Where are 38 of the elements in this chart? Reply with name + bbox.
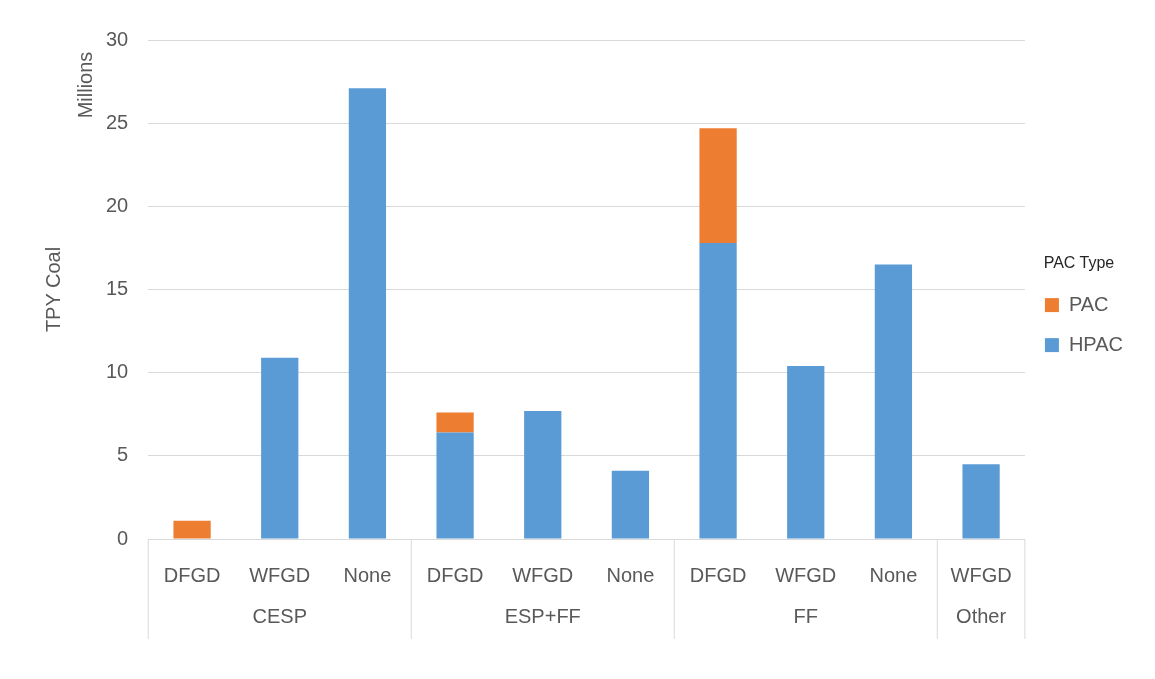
bar bbox=[348, 88, 387, 539]
bar bbox=[261, 357, 299, 539]
x-tick-label: WFGD bbox=[950, 563, 1012, 586]
bar bbox=[524, 410, 562, 539]
bar bbox=[173, 520, 211, 539]
bar bbox=[787, 366, 825, 539]
legend-label: HPAC bbox=[1068, 332, 1124, 355]
y-tick-label: 15 bbox=[106, 277, 129, 300]
y-axis-title: TPY Coal bbox=[41, 246, 64, 333]
y-tick-label: 0 bbox=[117, 526, 129, 549]
x-tick-label: None bbox=[869, 563, 918, 586]
bar bbox=[699, 242, 737, 539]
bar bbox=[962, 464, 1000, 539]
x-tick-label: WFGD bbox=[775, 563, 837, 586]
text: Other bbox=[956, 604, 1007, 627]
y-tick-label: 20 bbox=[106, 193, 129, 216]
bar bbox=[699, 128, 737, 243]
bar bbox=[436, 412, 474, 433]
bar bbox=[611, 470, 650, 539]
x-tick-label: WFGD bbox=[512, 563, 574, 586]
bar bbox=[874, 264, 913, 539]
x-tick-label: None bbox=[343, 563, 392, 586]
y-tick-label: 25 bbox=[106, 110, 129, 133]
bar bbox=[436, 432, 474, 539]
text: CESP bbox=[252, 604, 307, 627]
y-tick-label: 5 bbox=[117, 443, 129, 466]
text: FF bbox=[793, 604, 818, 627]
x-tick-label: DFGD bbox=[426, 563, 484, 586]
x-tick-label: None bbox=[606, 563, 655, 586]
x-tick-label: DFGD bbox=[163, 563, 221, 586]
y-tick-label: 10 bbox=[106, 360, 129, 383]
y-tick-label: 30 bbox=[106, 27, 129, 50]
text: Millions bbox=[73, 51, 96, 119]
x-tick-label: DFGD bbox=[689, 563, 747, 586]
x-tick-label: WFGD bbox=[249, 563, 311, 586]
legend-label: PAC bbox=[1068, 292, 1109, 315]
legend-title: PAC Type bbox=[1043, 254, 1115, 272]
text: ESP+FF bbox=[504, 604, 581, 627]
